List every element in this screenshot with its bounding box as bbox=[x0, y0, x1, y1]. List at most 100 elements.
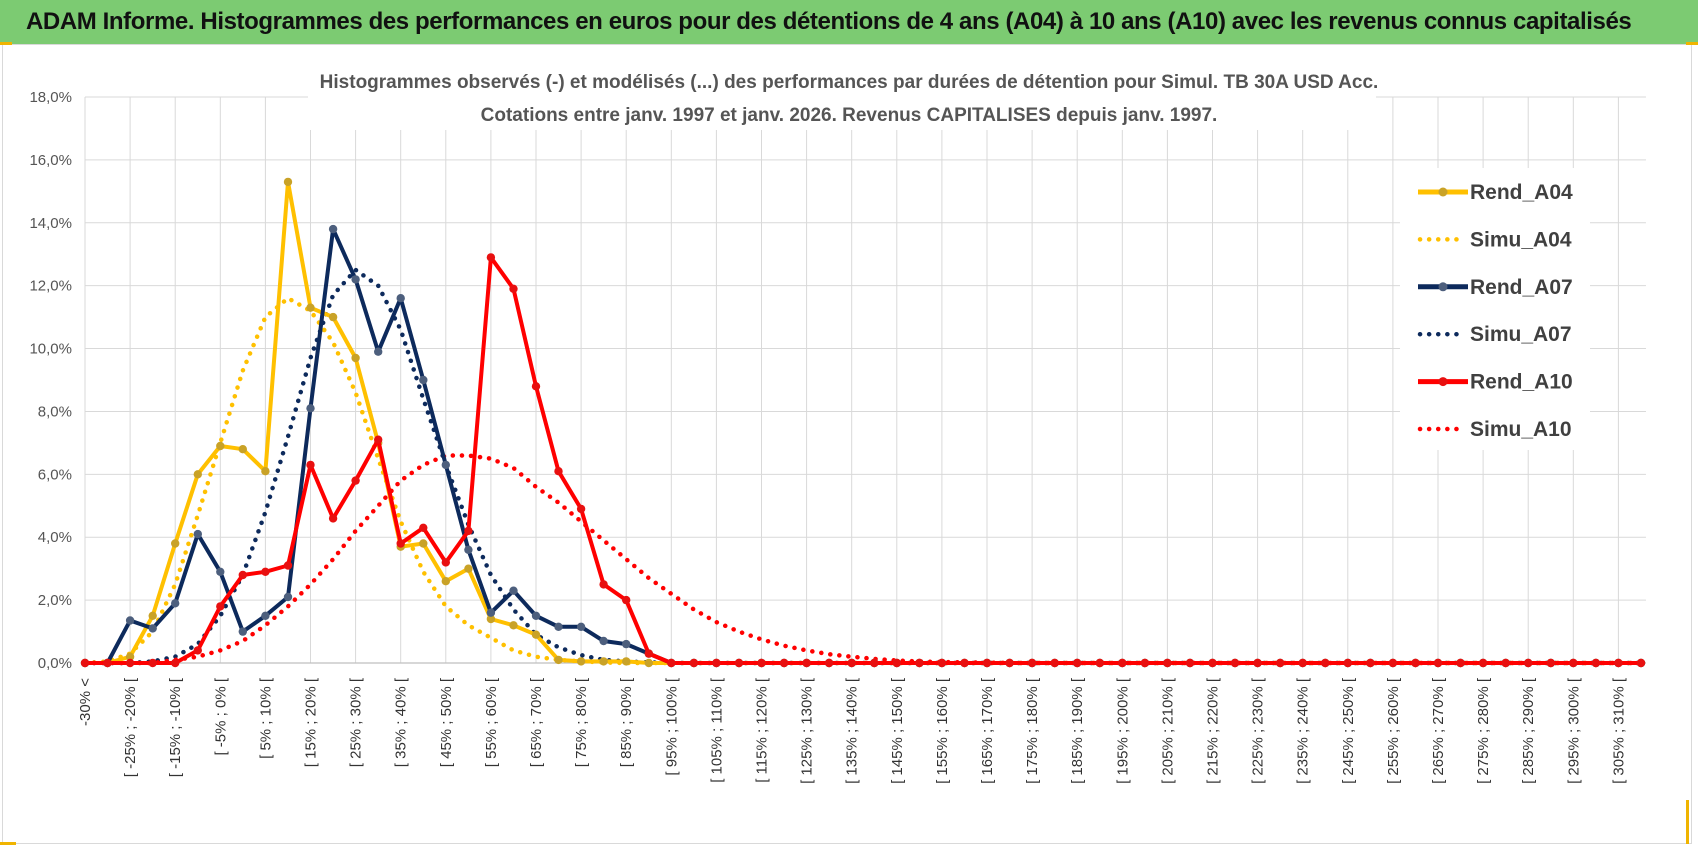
y-tick-label: 2,0% bbox=[38, 592, 72, 609]
data-point bbox=[1614, 658, 1623, 668]
x-tick-label: [ 5% ; 10% [ bbox=[257, 677, 274, 759]
data-point bbox=[486, 608, 496, 617]
data-point bbox=[892, 658, 901, 668]
series-line bbox=[85, 255, 1641, 665]
data-point bbox=[125, 652, 135, 661]
data-point bbox=[193, 529, 202, 539]
legend-label: Simu_A07 bbox=[1470, 323, 1572, 346]
page-title: ADAM Informe. Histogrammes des performan… bbox=[26, 8, 1632, 35]
x-tick-label: [ 275% ; 280% [ bbox=[1475, 677, 1492, 784]
header-banner: ADAM Informe. Histogrammes des performan… bbox=[0, 0, 1698, 45]
data-point bbox=[960, 658, 969, 668]
data-point bbox=[1140, 658, 1150, 668]
legend-label: Rend_A10 bbox=[1470, 371, 1573, 394]
legend-label: Simu_A04 bbox=[1470, 228, 1572, 251]
data-point bbox=[283, 561, 293, 570]
data-point bbox=[1208, 658, 1217, 668]
data-point bbox=[1569, 658, 1578, 668]
legend-item-simu-a10: Simu_A10 bbox=[1417, 418, 1572, 441]
x-tick-label: [ -25% ; -20% [ bbox=[122, 677, 139, 777]
data-point bbox=[193, 646, 202, 655]
corner-mark-top-left bbox=[0, 42, 12, 45]
data-point bbox=[576, 657, 586, 666]
data-point bbox=[419, 539, 428, 548]
data-point bbox=[824, 658, 834, 668]
data-point bbox=[171, 599, 180, 608]
data-point bbox=[644, 649, 653, 658]
x-tick-label: -30% < bbox=[77, 678, 94, 726]
data-point bbox=[576, 622, 586, 631]
data-point bbox=[1050, 658, 1059, 668]
data-point bbox=[374, 347, 383, 356]
legend-marker bbox=[1438, 377, 1448, 387]
x-tick-label: [ 95% ; 100% [ bbox=[663, 677, 680, 775]
x-tick-label: [ 25% ; 30% [ bbox=[348, 677, 365, 767]
data-point bbox=[486, 614, 496, 624]
data-point bbox=[1027, 658, 1037, 668]
x-tick-label: [ 225% ; 230% [ bbox=[1250, 677, 1267, 784]
y-tick-label: 12,0% bbox=[29, 278, 72, 295]
data-point bbox=[1185, 658, 1195, 668]
x-tick-label: [ 85% ; 90% [ bbox=[618, 677, 635, 767]
data-point bbox=[734, 658, 744, 668]
legend-label: Simu_A10 bbox=[1470, 418, 1572, 441]
data-point bbox=[599, 636, 608, 646]
data-point bbox=[1478, 658, 1488, 668]
data-point bbox=[171, 539, 180, 548]
data-point bbox=[1388, 658, 1398, 668]
data-point bbox=[622, 657, 631, 666]
data-point bbox=[802, 658, 811, 668]
x-tick-label: [ 245% ; 250% [ bbox=[1340, 677, 1357, 784]
data-point bbox=[261, 611, 270, 620]
data-point bbox=[847, 658, 856, 668]
data-point bbox=[464, 526, 473, 536]
data-point bbox=[328, 514, 338, 523]
data-point bbox=[216, 567, 225, 576]
data-point bbox=[644, 658, 653, 668]
data-point bbox=[306, 404, 315, 413]
data-point bbox=[531, 611, 541, 620]
data-point bbox=[622, 639, 631, 649]
legend-item-rend-a10: Rend_A10 bbox=[1418, 371, 1573, 394]
data-point bbox=[937, 658, 947, 668]
data-point bbox=[396, 294, 405, 303]
y-tick-label: 16,0% bbox=[29, 152, 72, 169]
data-point bbox=[328, 312, 338, 322]
data-point bbox=[351, 476, 360, 485]
x-tick-label: [ 65% ; 70% [ bbox=[528, 677, 545, 767]
data-point bbox=[125, 616, 135, 625]
corner-mark-bottom-right bbox=[1686, 800, 1689, 844]
x-tick-label: [ 295% ; 300% [ bbox=[1565, 677, 1582, 784]
data-point bbox=[531, 382, 541, 391]
data-point bbox=[1343, 658, 1353, 668]
x-tick-label: [ 55% ; 60% [ bbox=[483, 677, 500, 767]
x-tick-label: [ 285% ; 290% [ bbox=[1520, 677, 1537, 784]
data-point bbox=[554, 622, 563, 631]
x-tick-label: [ 135% ; 140% [ bbox=[844, 677, 861, 784]
data-point bbox=[599, 657, 608, 666]
data-point bbox=[103, 658, 112, 668]
data-point bbox=[1501, 658, 1510, 668]
data-point bbox=[576, 504, 586, 514]
data-point bbox=[1276, 658, 1285, 668]
data-point bbox=[464, 564, 473, 573]
data-point bbox=[216, 602, 225, 611]
data-point bbox=[374, 435, 383, 444]
x-tick-label: [ -15% ; -10% [ bbox=[167, 677, 184, 777]
y-tick-label: 0,0% bbox=[38, 655, 72, 672]
data-point bbox=[216, 441, 225, 451]
corner-mark-top-right bbox=[1686, 42, 1698, 45]
x-axis-ticks: -30% < [ -25% ; -20% [[ -15% ; -10% [[ -5… bbox=[77, 677, 1627, 784]
series-simu-a10 bbox=[82, 453, 1644, 666]
data-point bbox=[509, 284, 518, 293]
data-point bbox=[1591, 658, 1601, 668]
series-line bbox=[82, 453, 1644, 666]
data-point bbox=[125, 658, 135, 668]
x-tick-label: [ 205% ; 210% [ bbox=[1159, 677, 1176, 784]
data-point bbox=[486, 253, 496, 262]
data-point bbox=[509, 586, 518, 595]
data-point bbox=[283, 592, 293, 602]
legend-marker bbox=[1438, 187, 1448, 197]
x-tick-label: [ 255% ; 260% [ bbox=[1385, 677, 1402, 784]
